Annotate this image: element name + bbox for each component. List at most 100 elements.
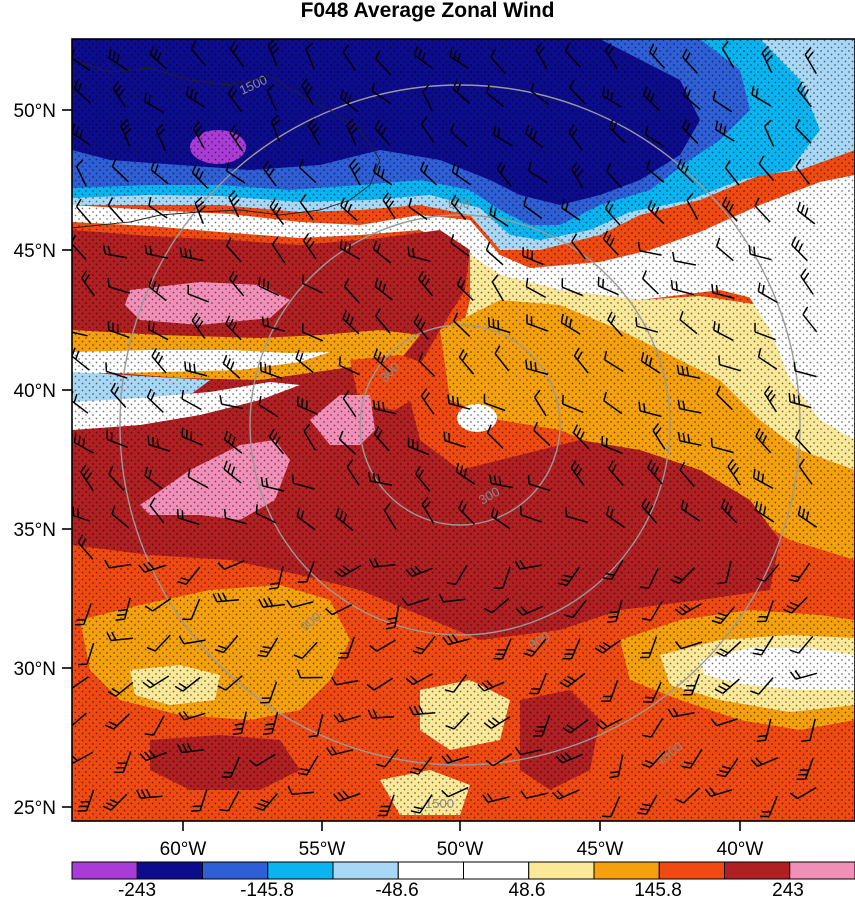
wind-barb	[349, 158, 361, 186]
wind-barb	[375, 748, 399, 768]
wind-barb	[147, 435, 171, 452]
wind-barb	[458, 500, 476, 525]
wind-barb	[711, 606, 736, 625]
map-frame	[71, 38, 855, 822]
wind-barb	[74, 603, 92, 626]
wind-barb	[445, 712, 470, 730]
wind-barb	[136, 788, 163, 799]
wind-barb	[307, 118, 321, 146]
wind-barb	[338, 356, 360, 376]
wind-barb	[77, 534, 94, 560]
wind-barb	[73, 433, 95, 454]
wind-barb	[375, 50, 392, 76]
wind-barb	[194, 196, 206, 224]
wind-barb	[112, 80, 126, 108]
wind-barb	[107, 197, 124, 223]
wind-barb	[301, 323, 324, 342]
wind-barb	[382, 192, 396, 219]
wind-barb	[763, 119, 775, 147]
wind-barb	[223, 460, 242, 484]
wind-barb	[104, 559, 132, 569]
wind-barb	[187, 468, 209, 489]
wind-barb	[635, 317, 659, 333]
wind-barb	[192, 121, 205, 149]
wind-barb	[488, 474, 513, 489]
colorbar-swatch-5	[397, 861, 464, 880]
wind-barb	[756, 563, 780, 582]
wind-barb	[649, 43, 666, 69]
wind-barb	[372, 240, 392, 264]
wind-barb	[608, 119, 626, 144]
wind-barb	[248, 753, 276, 767]
wind-barb	[604, 200, 621, 226]
wind-barb	[148, 277, 167, 302]
wind-barb	[221, 756, 240, 778]
wind-barb	[373, 348, 391, 373]
wind-barb	[111, 158, 129, 183]
wind-barb	[120, 118, 132, 147]
wind-barb	[155, 123, 167, 152]
wind-barb	[646, 159, 665, 183]
wind-barb	[346, 459, 360, 486]
wind-barb	[72, 676, 89, 690]
wind-barb	[139, 749, 167, 762]
wind-barb	[271, 236, 286, 264]
wind-barb	[761, 45, 774, 74]
wind-barb	[562, 638, 581, 660]
wind-barb	[797, 81, 812, 108]
wind-barb	[219, 395, 244, 410]
wind-barb	[641, 497, 657, 524]
wind-barb	[493, 125, 513, 147]
wind-barb	[523, 638, 547, 657]
lat-label-35n: 35°N	[14, 520, 56, 541]
wind-barb	[571, 233, 586, 260]
wind-barb	[262, 160, 277, 187]
wind-barb	[110, 382, 127, 408]
wind-barb	[142, 675, 170, 689]
wind-barb	[181, 427, 203, 446]
wind-barb	[514, 560, 542, 570]
colorbar-swatch-1	[136, 861, 203, 880]
wind-barb	[191, 789, 208, 812]
wind-barb	[151, 348, 167, 374]
wind-barb	[607, 599, 623, 623]
wind-barb	[491, 274, 505, 302]
wind-barb	[455, 462, 476, 485]
colorbar-swatch-7	[528, 861, 595, 880]
wind-barb	[483, 597, 510, 614]
wind-barb	[754, 501, 775, 523]
stipple-overlay	[72, 39, 855, 821]
wind-barb	[268, 428, 285, 455]
wind-barb	[417, 270, 434, 297]
wind-barb	[676, 364, 701, 380]
wind-barb	[75, 198, 92, 225]
wind-barb	[187, 284, 209, 303]
wind-barb	[642, 86, 661, 111]
range-ring-900	[249, 214, 671, 636]
wind-barb	[149, 497, 165, 524]
wind-barb	[342, 310, 360, 335]
wind-barb	[679, 310, 698, 335]
wind-barb	[366, 677, 394, 691]
wind-barb	[674, 603, 702, 616]
wind-barb	[174, 676, 201, 692]
wind-barb	[681, 748, 703, 769]
wind-barb	[143, 92, 165, 114]
wind-barb	[573, 347, 589, 374]
wind-barb	[346, 118, 358, 146]
wind-barb	[710, 437, 734, 454]
wind-barb	[146, 634, 171, 652]
wind-barb	[257, 637, 279, 658]
wind-barb	[184, 361, 208, 377]
wind-barb	[519, 505, 543, 523]
wind-barb	[763, 385, 778, 413]
wind-barb	[564, 599, 587, 619]
colorbar-label-4: 145.8	[634, 880, 682, 900]
wind-barb	[258, 276, 280, 297]
wind-barb	[303, 423, 316, 451]
wind-barb	[602, 230, 619, 256]
wind-barb	[338, 430, 357, 455]
wind-barb	[228, 190, 240, 218]
wind-barb	[530, 82, 550, 106]
wind-barb	[642, 717, 664, 738]
